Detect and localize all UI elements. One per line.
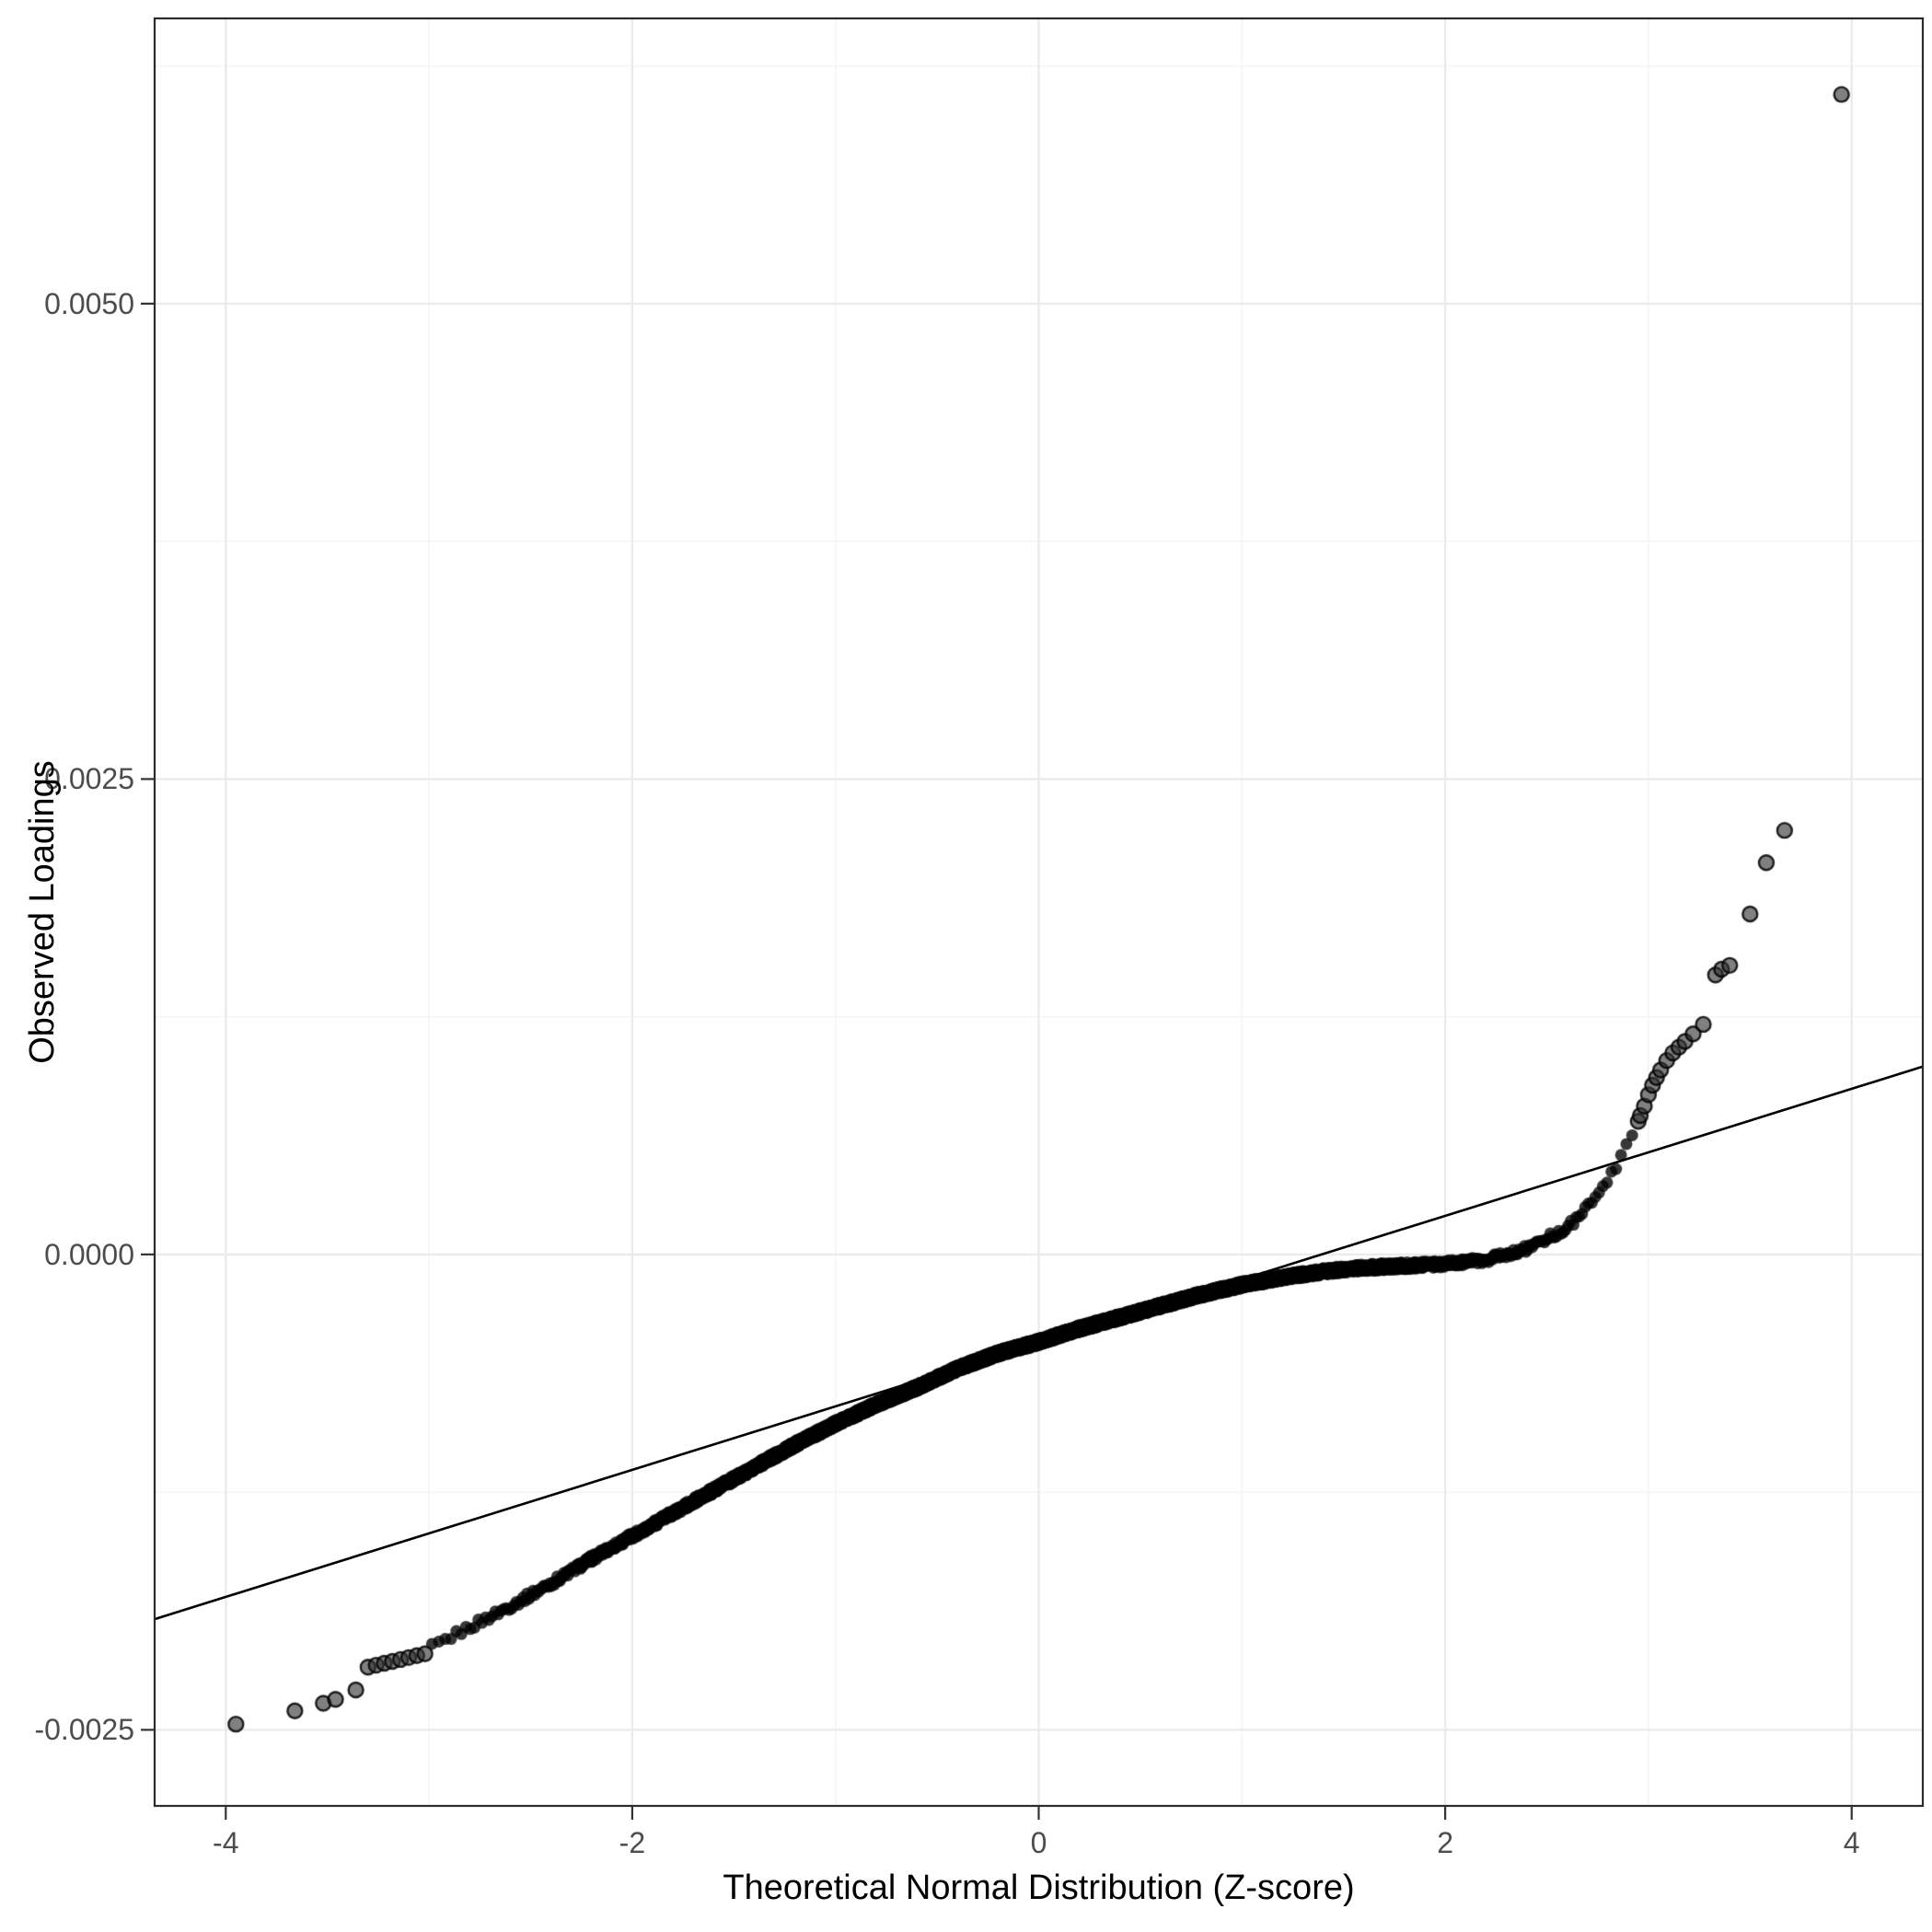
x-tick-label: 4 xyxy=(1843,1826,1860,1859)
y-tick-label: 0.0025 xyxy=(44,762,134,796)
x-tick-label: 0 xyxy=(1030,1826,1047,1859)
y-tick-label: 0.0050 xyxy=(44,286,134,320)
x-axis-title: Theoretical Normal Distribution (Z-score… xyxy=(723,1868,1355,1907)
x-tick-label: -4 xyxy=(213,1826,239,1859)
x-tick-label: 2 xyxy=(1437,1826,1453,1859)
y-axis-title: Observed Loadings xyxy=(23,760,62,1064)
x-tick-label: -2 xyxy=(619,1826,646,1859)
y-tick-label: 0.0000 xyxy=(44,1237,134,1271)
y-tick-label: -0.0025 xyxy=(34,1713,134,1747)
